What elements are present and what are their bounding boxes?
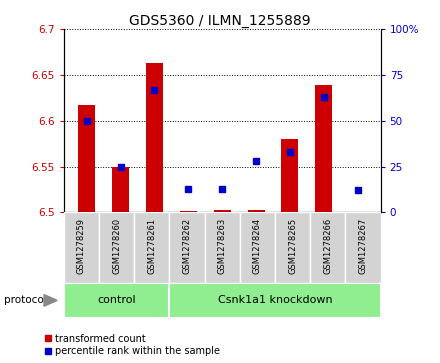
Bar bbox=[315, 85, 332, 212]
Text: Csnk1a1 knockdown: Csnk1a1 knockdown bbox=[218, 295, 332, 305]
Bar bbox=[345, 212, 381, 283]
Bar bbox=[112, 167, 129, 212]
Bar bbox=[282, 139, 298, 212]
Bar bbox=[248, 209, 264, 212]
Text: GSM1278260: GSM1278260 bbox=[112, 218, 121, 274]
Text: GSM1278264: GSM1278264 bbox=[253, 218, 262, 274]
Bar bbox=[146, 63, 163, 212]
Bar bbox=[134, 212, 169, 283]
Bar bbox=[214, 209, 231, 212]
Bar bbox=[180, 211, 197, 212]
Text: protocol: protocol bbox=[4, 295, 47, 305]
Text: control: control bbox=[97, 295, 136, 305]
Text: GDS5360 / ILMN_1255889: GDS5360 / ILMN_1255889 bbox=[129, 14, 311, 28]
Bar bbox=[78, 105, 95, 212]
Bar bbox=[275, 212, 310, 283]
Bar bbox=[310, 212, 345, 283]
Bar bbox=[205, 212, 240, 283]
Bar bbox=[169, 212, 205, 283]
Bar bbox=[169, 283, 381, 318]
Bar bbox=[64, 283, 169, 318]
Text: GSM1278263: GSM1278263 bbox=[218, 218, 227, 274]
Text: GSM1278259: GSM1278259 bbox=[77, 218, 86, 274]
Text: GSM1278266: GSM1278266 bbox=[323, 218, 332, 274]
Text: GSM1278267: GSM1278267 bbox=[359, 218, 367, 274]
Legend: transformed count, percentile rank within the sample: transformed count, percentile rank withi… bbox=[44, 334, 220, 356]
Bar bbox=[240, 212, 275, 283]
Text: GSM1278265: GSM1278265 bbox=[288, 218, 297, 274]
Bar bbox=[64, 212, 99, 283]
Bar bbox=[99, 212, 134, 283]
Text: GSM1278262: GSM1278262 bbox=[183, 218, 191, 274]
Text: GSM1278261: GSM1278261 bbox=[147, 218, 156, 274]
